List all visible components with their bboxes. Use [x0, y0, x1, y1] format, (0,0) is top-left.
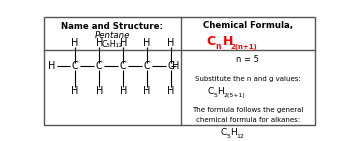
- Text: 2(n+1): 2(n+1): [231, 44, 258, 49]
- Text: C₅H₁₂: C₅H₁₂: [102, 40, 123, 49]
- Text: H: H: [120, 86, 127, 96]
- Text: 5: 5: [214, 93, 218, 98]
- Text: 2(5+1): 2(5+1): [224, 93, 245, 98]
- Text: Substitute the n and g values:: Substitute the n and g values:: [195, 76, 301, 82]
- Text: H: H: [71, 38, 79, 48]
- Text: H: H: [172, 61, 180, 71]
- Text: H: H: [96, 38, 103, 48]
- Text: n: n: [215, 42, 221, 51]
- Text: C: C: [71, 61, 78, 71]
- Text: C: C: [206, 35, 216, 48]
- Text: H: H: [144, 86, 151, 96]
- Text: C: C: [220, 128, 227, 137]
- Text: H: H: [218, 87, 224, 96]
- Text: Pentane: Pentane: [94, 31, 130, 40]
- Text: C: C: [120, 61, 127, 71]
- Text: H: H: [48, 61, 56, 71]
- Text: H: H: [71, 86, 79, 96]
- Text: 12: 12: [236, 134, 244, 139]
- Text: C: C: [144, 61, 150, 71]
- Text: C: C: [96, 61, 103, 71]
- Text: H: H: [120, 38, 127, 48]
- Text: The formula follows the general: The formula follows the general: [192, 107, 303, 113]
- Text: H: H: [167, 38, 174, 48]
- Text: H: H: [223, 35, 233, 48]
- Text: H: H: [230, 128, 237, 137]
- Text: H: H: [96, 86, 103, 96]
- Text: C: C: [167, 61, 174, 71]
- Text: C: C: [208, 87, 214, 96]
- Text: n = 5: n = 5: [237, 55, 259, 64]
- Text: Name and Structure:: Name and Structure:: [61, 22, 163, 31]
- Text: chemical formula for alkanes:: chemical formula for alkanes:: [196, 116, 300, 123]
- Text: H: H: [167, 86, 174, 96]
- Text: Chemical Formula,: Chemical Formula,: [203, 21, 293, 30]
- Text: 5: 5: [226, 134, 230, 139]
- Text: H: H: [144, 38, 151, 48]
